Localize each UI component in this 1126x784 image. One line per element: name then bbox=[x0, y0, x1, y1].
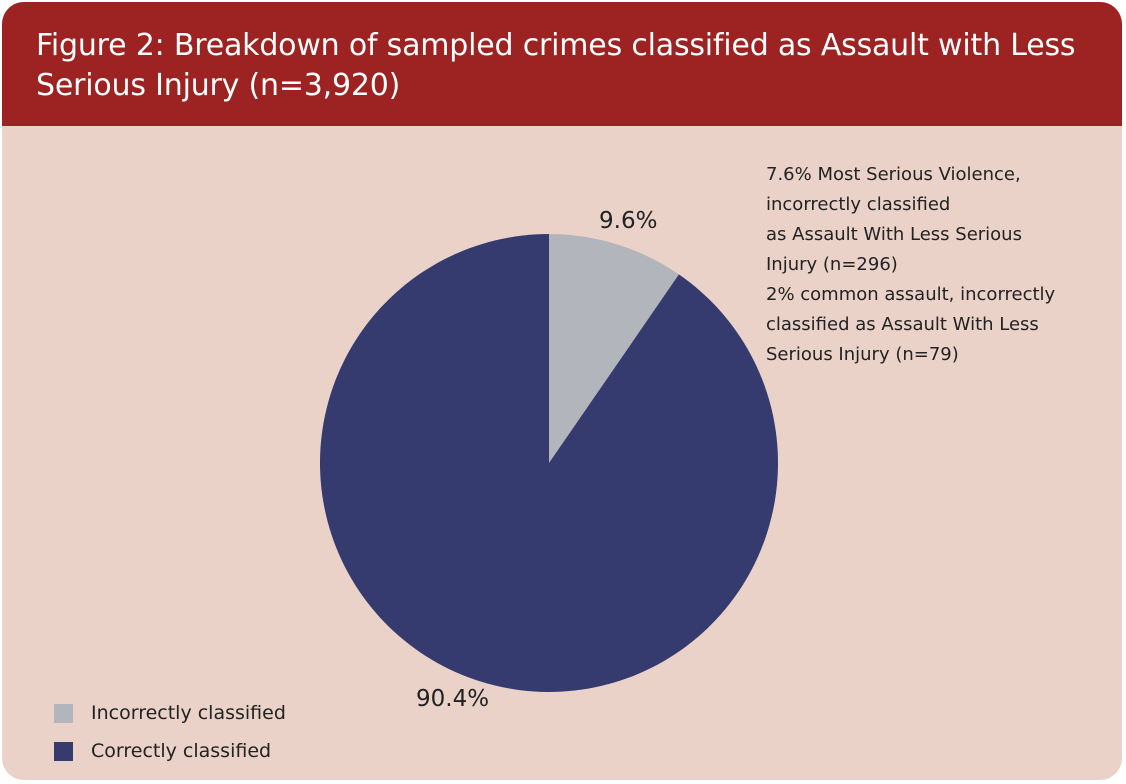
figure-header: Figure 2: Breakdown of sampled crimes cl… bbox=[2, 2, 1122, 126]
slice-label-correct: 90.4% bbox=[416, 686, 490, 712]
legend-label-incorrect: Incorrectly classified bbox=[91, 702, 286, 724]
legend-swatch-correct bbox=[54, 741, 73, 761]
pie-slice-correct bbox=[319, 234, 778, 692]
legend-item-incorrect: Incorrectly classified bbox=[54, 694, 286, 732]
pie-slice-incorrect bbox=[549, 234, 679, 463]
figure-title: Figure 2: Breakdown of sampled crimes cl… bbox=[36, 28, 1076, 103]
legend-label-correct: Correctly classified bbox=[91, 740, 272, 762]
annotation-most-serious-violence: 7.6% Most Serious Violence, incorrectly … bbox=[766, 164, 1022, 275]
legend-swatch-incorrect bbox=[54, 703, 73, 723]
legend: Incorrectly classified Correctly classif… bbox=[54, 694, 286, 770]
annotations: 7.6% Most Serious Violence, incorrectly … bbox=[766, 160, 1116, 370]
annotation-common-assault: 2% common assault, incorrectly classifie… bbox=[766, 284, 1056, 365]
slice-label-incorrect: 9.6% bbox=[599, 208, 658, 234]
legend-item-correct: Correctly classified bbox=[54, 732, 286, 770]
